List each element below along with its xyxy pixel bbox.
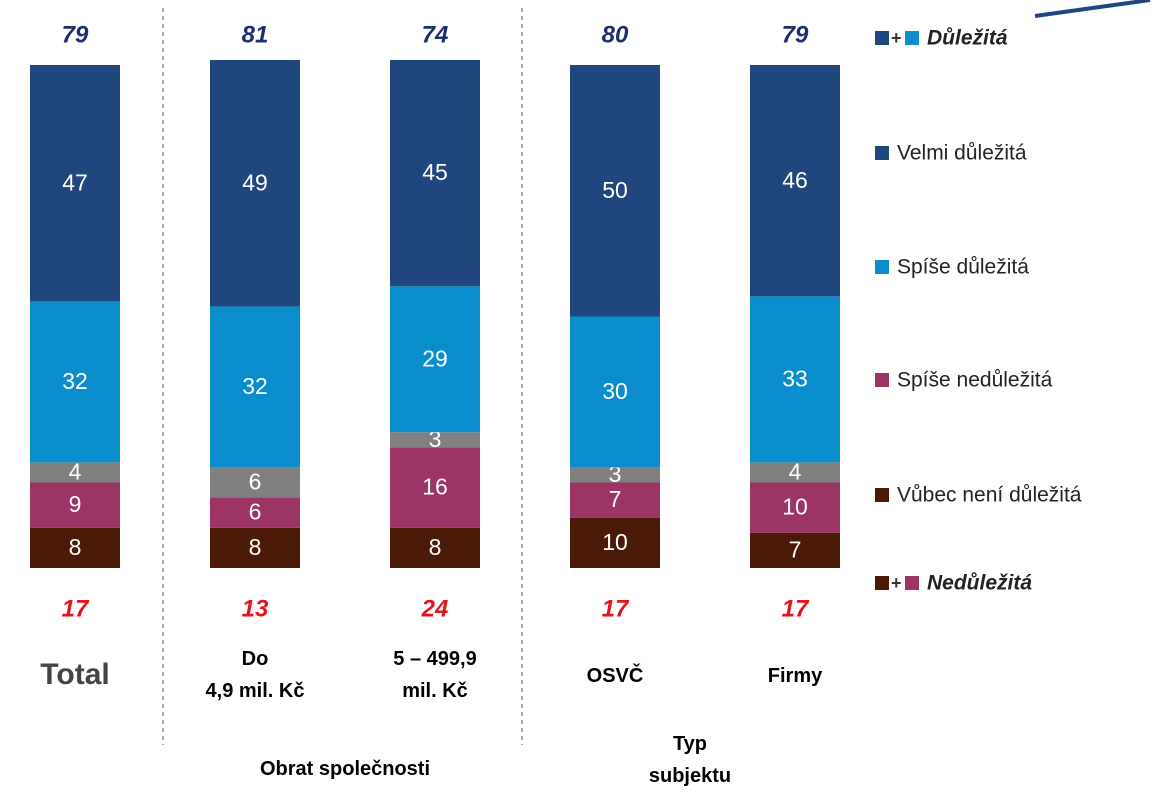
legend-label: Spíše nedůležitá	[897, 369, 1053, 392]
group-label-line: Typ	[673, 733, 707, 755]
bar-segment	[390, 447, 480, 528]
bar-segment	[210, 527, 300, 568]
bar-segment	[570, 316, 660, 468]
data-label: 8	[429, 534, 442, 560]
bar-segment	[210, 59, 300, 307]
bar-segment	[30, 462, 120, 483]
data-label: 10	[782, 494, 808, 520]
bar-segment	[30, 301, 120, 463]
data-label: 29	[422, 345, 448, 371]
bar-segment	[570, 467, 660, 483]
data-label: 10	[602, 529, 628, 555]
bar-segment	[210, 306, 300, 468]
bar-segment	[390, 59, 480, 287]
legend-swatch	[875, 373, 889, 387]
legend-joiner: +	[891, 573, 902, 593]
legend-swatch	[875, 31, 889, 45]
data-label: 49	[242, 169, 268, 195]
bar-segment	[390, 527, 480, 568]
legend-swatch	[905, 31, 919, 45]
x-tick-label: Do 4,9 mil. Kč	[206, 648, 305, 702]
data-label: 8	[249, 534, 262, 560]
group-label-line: subjektu	[649, 765, 731, 787]
data-label: 50	[602, 177, 628, 203]
bottom-total: 13	[242, 595, 269, 622]
bar-segment	[750, 482, 840, 533]
data-label: 7	[789, 536, 802, 562]
top-total: 80	[602, 21, 629, 48]
data-label: 32	[242, 373, 268, 399]
x-tick-label-line: 4,9 mil. Kč	[206, 680, 305, 702]
x-tick-label-line: Do	[242, 648, 269, 670]
group-label-line: Obrat společnosti	[260, 758, 430, 780]
data-label: 7	[609, 486, 622, 512]
bar-segment	[210, 497, 300, 528]
data-label: 46	[782, 167, 808, 193]
bar-segment	[750, 462, 840, 483]
bar-segment	[30, 65, 120, 302]
x-tick-label: OSVČ	[587, 663, 644, 687]
x-tick-label: Firmy	[768, 665, 823, 687]
legend-swatch	[875, 260, 889, 274]
bar-segment	[750, 296, 840, 463]
data-label: 16	[422, 474, 448, 500]
legend-label: Spíše důležitá	[897, 256, 1029, 279]
x-tick-label-line: mil. Kč	[402, 680, 468, 702]
x-tick-label-line: Total	[40, 658, 109, 691]
legend-label: Důležitá	[927, 27, 1008, 50]
bar-segment	[30, 527, 120, 568]
data-label: 30	[602, 378, 628, 404]
bar-segment	[390, 286, 480, 433]
x-tick-label-line: OSVČ	[587, 663, 644, 687]
top-total: 74	[422, 21, 449, 48]
data-label: 3	[429, 426, 442, 452]
data-label: 3	[609, 461, 622, 487]
top-total: 81	[242, 21, 269, 48]
legend-label: Velmi důležitá	[897, 142, 1027, 165]
data-label: 33	[782, 365, 808, 391]
legend-swatch	[875, 488, 889, 502]
data-label: 4	[69, 459, 82, 485]
group-label: Obrat společnosti	[260, 758, 430, 780]
bottom-total: 17	[62, 595, 90, 622]
bottom-total: 17	[602, 595, 630, 622]
bar-segment	[30, 482, 120, 528]
data-label: 47	[62, 169, 88, 195]
legend-swatch	[905, 576, 919, 590]
bar-segment	[570, 482, 660, 518]
legend-joiner: +	[891, 28, 902, 48]
legend-label: Vůbec není důležitá	[897, 484, 1082, 507]
decoration-line	[1034, 0, 1151, 18]
x-tick-label-line: Firmy	[768, 665, 823, 687]
legend-swatch	[875, 576, 889, 590]
bottom-total: 24	[421, 595, 449, 622]
x-tick-label: Total	[40, 658, 109, 691]
bottom-total: 17	[782, 595, 810, 622]
data-label: 9	[69, 491, 82, 517]
bar-segment	[750, 65, 840, 297]
data-label: 32	[62, 368, 88, 394]
data-label: 6	[249, 469, 262, 495]
group-label: Typ subjektu	[649, 733, 731, 787]
data-label: 8	[69, 534, 82, 560]
x-tick-label: 5 – 499,9 mil. Kč	[393, 648, 476, 702]
bar-segment	[570, 517, 660, 568]
bar-segment	[750, 532, 840, 568]
bar-segment	[570, 65, 660, 317]
data-label: 45	[422, 159, 448, 185]
data-label: 4	[789, 459, 802, 485]
x-tick-label-line: 5 – 499,9	[393, 648, 476, 670]
legend-swatch	[875, 146, 889, 160]
legend-label: Nedůležitá	[927, 572, 1032, 595]
data-label: 6	[249, 499, 262, 525]
bar-segment	[390, 432, 480, 448]
top-total: 79	[62, 21, 89, 48]
top-total: 79	[782, 21, 809, 48]
bar-segment	[210, 467, 300, 498]
